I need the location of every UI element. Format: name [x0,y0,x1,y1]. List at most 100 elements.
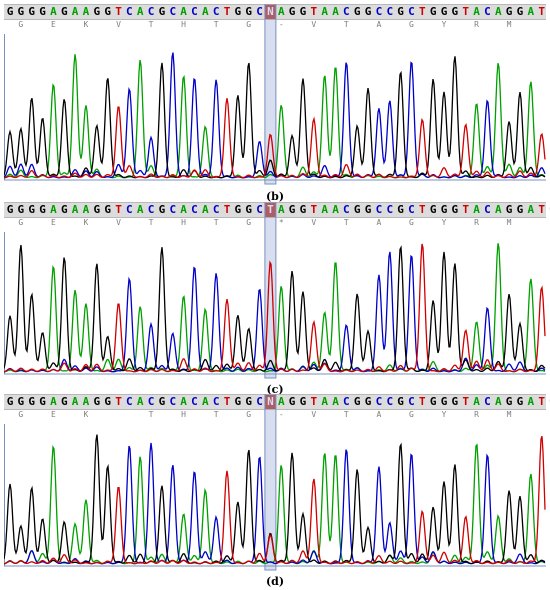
trace-T [4,435,546,565]
base-call: T [538,203,545,216]
base-call: G [28,203,35,216]
base-call: C [147,395,155,408]
chromatogram-panel-c: GGGGAGAAGGTCACGCACACTGGCTAGGTAACGGCCGCTG… [4,202,550,380]
base-call: A [277,5,285,18]
base-call: N [264,395,276,409]
base-call: T [418,5,426,18]
trace-T [4,243,546,373]
base-call: C [169,395,177,408]
amino-acid: V [116,218,121,227]
base-call: C [375,395,383,408]
base-call: G [353,395,361,408]
panel-caption-c: (c) [266,383,284,396]
chromatogram-trace [4,394,546,571]
base-call: C [256,5,263,18]
base-call: A [201,395,209,408]
base-call: A [136,395,144,408]
amino-acid: K [83,410,89,419]
base-call: T [223,5,231,18]
base-call: C [386,5,394,18]
base-call: C [191,395,198,408]
base-call: T [264,203,276,217]
amino-acid: E [50,20,56,29]
base-call: G [158,203,166,216]
base-call: G [17,203,25,216]
base-call: G [505,203,513,216]
base-call: A [136,203,144,216]
base-call: C [191,5,198,18]
base-call: A [136,5,144,18]
base-call: G [299,395,307,408]
amino-acid: Y [441,410,447,419]
base-call: T [418,395,426,408]
base-call: T [418,203,426,216]
base-call: A [50,203,57,216]
base-call: A [494,203,502,216]
base-call: G [397,395,404,408]
amino-acid: K [83,20,89,29]
base-call: T [115,395,122,408]
mutation-site-highlight [264,202,277,379]
amino-acid: G [246,218,252,227]
amino-acid: E [50,410,56,419]
base-call: T [462,5,469,18]
base-call: A [473,5,480,18]
base-call: C [256,395,263,408]
base-call: G [104,395,111,408]
base-call: C [375,5,383,18]
amino-acid: R [474,218,479,227]
base-call: T [223,203,231,216]
amino-acid: - [278,410,284,419]
trace-T [4,98,546,179]
amino-acid: - [278,20,284,29]
amino-acid: R [474,410,479,419]
base-call: A [332,203,339,216]
base-call: G [28,395,35,408]
amino-acid: T [148,410,154,419]
base-call: A [50,5,57,18]
base-call: C [343,203,350,216]
trace-G [4,244,546,373]
base-call: G [6,203,14,216]
base-call: T [310,203,318,216]
base-call: G [429,5,437,18]
base-call: G [451,5,459,18]
base-call: T [462,395,469,408]
amino-acid: V [116,20,121,29]
base-call: C [375,203,383,216]
panel-caption-b: (b) [265,190,285,203]
base-call: T [538,395,545,408]
base-call: A [82,203,90,216]
amino-acid: A [376,218,382,227]
base-call: G [6,395,14,408]
base-call: A [494,395,502,408]
base-call: G [39,5,46,18]
amino-acid: Y [441,20,447,29]
base-call: G [104,5,111,18]
amino-acid: H [181,20,186,29]
base-call: C [408,203,415,216]
base-call: A [180,5,187,18]
amino-acid: G [18,218,24,227]
chromatogram-panel-b: GGGGAGAAGGTCACGCACACTGGCNAGGTAACGGCCGCTG… [4,4,546,186]
base-call: A [473,203,480,216]
amino-acid: T [213,20,219,29]
base-call: A [321,5,328,18]
trace-C [4,251,546,373]
base-call: G [245,5,252,18]
base-call: A [494,5,502,18]
base-call: A [527,203,535,216]
amino-acid: R [474,20,479,29]
base-call: G [299,5,307,18]
base-call: C [484,395,491,408]
base-call: C [484,203,491,216]
amino-acid: M [506,20,512,29]
trace-G [4,56,546,179]
base-call: G [451,395,459,408]
base-call: G [440,203,448,216]
amino-acid: G [18,410,24,419]
base-call: C [212,5,220,18]
base-call: C [126,5,133,18]
base-call: C [126,395,133,408]
